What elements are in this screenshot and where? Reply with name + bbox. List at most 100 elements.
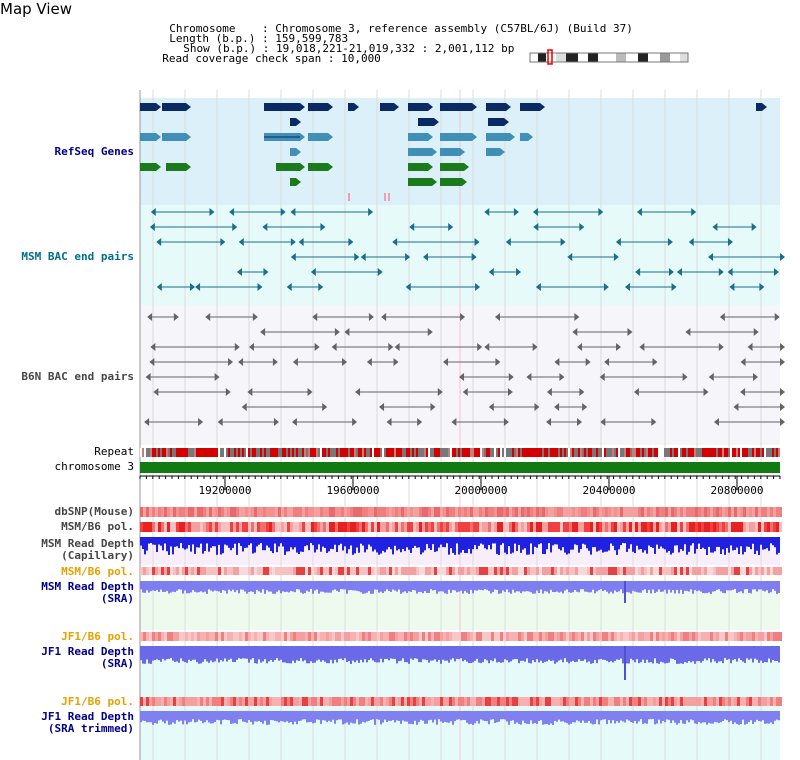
msm-depth-sra-bar (764, 581, 766, 592)
jf1-depth-trim-bar (334, 711, 336, 724)
jf1-depth-trim-bar (266, 711, 268, 725)
msm-b6-pol-cell (179, 522, 182, 532)
dbsnp-cell (461, 507, 464, 517)
jf1-depth-sra-bar (480, 646, 482, 664)
jf1-depth-trim-bar (312, 711, 314, 724)
show-label: Show (b.p.) (183, 42, 257, 55)
msm-b6-pol-sra-cell (704, 567, 707, 575)
jf1-depth-trim-bar (212, 711, 214, 724)
jf1-depth-sra-bar (210, 646, 212, 661)
msm-depth-sra-bar (484, 581, 486, 590)
dbsnp-cell (467, 507, 470, 517)
b6n-bac-pair-end (292, 358, 298, 366)
jf1-b6-pol-cell (212, 632, 215, 641)
repeat-segment (666, 448, 668, 457)
jf1-depth-sra-bar (426, 646, 428, 661)
jf1-depth-trim-bar (438, 711, 440, 720)
msm-depth-sra-bar (594, 581, 596, 594)
msm-b6-pol-sra-cell (752, 567, 755, 575)
jf1-b6-pol-cell (734, 632, 737, 641)
jf1-depth-sra-bar (390, 646, 392, 659)
msm-depth-sra-bar (150, 581, 152, 592)
jf1-b6-pol-cell (371, 632, 374, 641)
jf1-b6-pol-cell (380, 632, 383, 641)
msm-b6-pol-cell (257, 522, 260, 532)
b6n-bac-pair-end (682, 373, 688, 381)
jf1-b6-pol-trim-cell (155, 697, 158, 706)
jf1-b6-pol-trim-cell (686, 697, 689, 706)
dbsnp-cell (746, 507, 749, 517)
jf1-b6-pol-cell (659, 632, 662, 641)
repeat-segment (718, 448, 720, 457)
gene-feature (162, 103, 186, 111)
jf1-b6-pol-cell (740, 632, 743, 641)
msm-depth-cap-bar (270, 537, 272, 552)
jf1-depth-sra-bar (578, 646, 580, 660)
repeat-segment (698, 448, 700, 457)
dbsnp-cell (314, 507, 317, 517)
jf1-depth-trim-bar (658, 711, 660, 720)
msm-b6-pol-cell (674, 522, 677, 532)
jf1-depth-trim-bar (298, 711, 300, 721)
jf1-b6-pol-trim-cell (227, 697, 230, 706)
jf1-b6-pol-trim-cell (194, 697, 197, 706)
msm-b6-pol-cell (710, 522, 713, 532)
dbsnp-cell (446, 507, 449, 517)
jf1-depth-trim-bar (738, 711, 740, 725)
msm-b6-pol-sra-cell (596, 567, 599, 575)
jf1-depth-sra-bar (350, 646, 352, 664)
msm-b6-pol-cell (389, 522, 392, 532)
repeat-segment (736, 448, 738, 457)
chromosome-ideogram[interactable] (530, 53, 688, 63)
jf1-depth-sra-bar (542, 646, 544, 663)
jf1-depth-sra-bar (682, 646, 684, 664)
b6n-bac-pair-end (314, 343, 320, 351)
msm-depth-cap-bar (772, 537, 774, 546)
jf1-b6-pol-cell (626, 632, 629, 641)
repeat-segment (268, 448, 270, 457)
jf1-depth-trim-bar (726, 711, 728, 721)
jf1-depth-sra-bar (360, 646, 362, 660)
msm-depth-sra-bar (386, 581, 388, 590)
jf1-b6-pol-trim-cell (383, 697, 386, 706)
jf1-depth-trim-bar (700, 711, 702, 724)
repeat-segment (768, 448, 770, 457)
jf1-b6-pol-cell (593, 632, 596, 641)
jf1-b6-pol-cell (473, 632, 476, 641)
jf1-depth-sra-bar (660, 646, 662, 662)
msm-b6-pol-sra-cell (539, 567, 542, 575)
repeat-segment (218, 448, 220, 457)
repeat-segment (642, 448, 644, 457)
jf1-b6-pol-trim-cell (626, 697, 629, 706)
dbsnp-cell (404, 507, 407, 517)
jf1-b6-pol-trim-cell (476, 697, 479, 706)
b6n-bac-pair-end (554, 358, 560, 366)
msm-depth-cap-bar (620, 537, 622, 546)
repeat-segment (196, 448, 198, 457)
jf1-b6-pol-trim-cell (362, 697, 365, 706)
jf1-b6-pol-trim-cell (233, 697, 236, 706)
axis-tick-label: 19200000 (198, 484, 252, 497)
jf1-depth-sra-bar (318, 646, 320, 660)
jf1-b6-pol-cell (539, 632, 542, 641)
msm-depth-cap-bar (748, 537, 750, 547)
jf1-depth-sra-bar (698, 646, 700, 662)
b6n-bac-pair-end (733, 403, 739, 411)
msm-depth-sra-bar (250, 581, 252, 592)
jf1-depth-sra-bar (560, 646, 562, 660)
repeat-segment (178, 448, 180, 457)
msm-depth-cap-bar (280, 537, 282, 544)
gene-arrow (296, 148, 301, 156)
msm-depth-cap-bar (226, 537, 228, 546)
msm-depth-cap-bar (734, 537, 736, 550)
jf1-depth-sra-bar (226, 646, 228, 662)
jf1-depth-sra-bar (506, 646, 508, 661)
msm-bac-pair-end (310, 268, 316, 276)
msm-depth-sra-bar (570, 581, 572, 593)
repeat-segment (534, 448, 536, 457)
jf1-depth-trim-bar (392, 711, 394, 720)
b6n-bac-pair-end (685, 328, 691, 336)
jf1-depth-sra-bar (488, 646, 490, 664)
jf1-depth-trim-bar (238, 711, 240, 720)
